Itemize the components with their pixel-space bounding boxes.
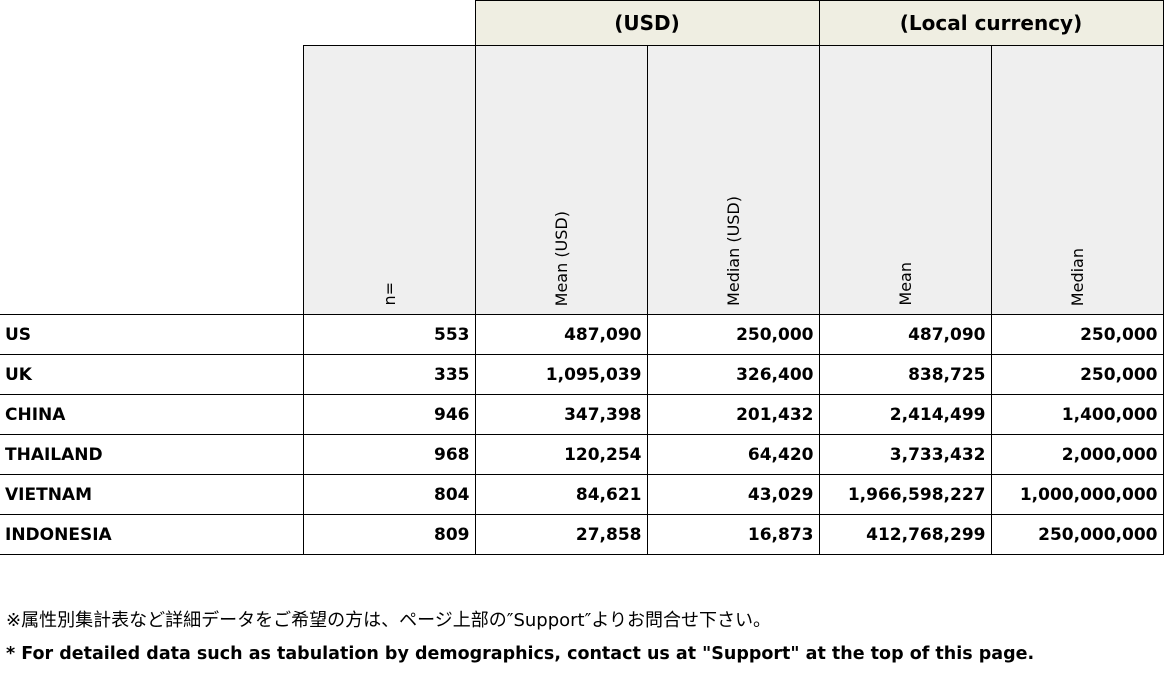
n-cell: 335	[302, 354, 476, 395]
median-usd-cell: 16,873	[646, 514, 820, 555]
mean-local-cell: 3,733,432	[818, 434, 992, 475]
column-header-median-usd: Median (USD)	[646, 45, 820, 315]
data-table: (USD) (Local currency) n= Mean (USD) Med…	[0, 0, 1164, 555]
mean-usd-cell: 84,621	[474, 474, 648, 515]
mean-usd-cell: 1,095,039	[474, 354, 648, 395]
footnotes: ※属性別集計表など詳細データをご希望の方は、ページ上部の″Support″よりお…	[6, 606, 1156, 668]
country-cell: VIETNAM	[0, 474, 304, 515]
mean-local-cell: 1,966,598,227	[818, 474, 992, 515]
column-header-mean-local: Mean	[818, 45, 992, 315]
country-cell: UK	[0, 354, 304, 395]
median-usd-cell: 201,432	[646, 394, 820, 435]
n-cell: 809	[302, 514, 476, 555]
table-row: VIETNAM 804 84,621 43,029 1,966,598,227 …	[0, 474, 1164, 515]
blank-country-header	[0, 45, 303, 315]
column-header-median-local: Median	[990, 45, 1164, 315]
country-cell: CHINA	[0, 394, 304, 435]
blank-corner	[0, 0, 303, 46]
median-local-cell: 250,000,000	[990, 514, 1164, 555]
median-usd-cell: 250,000	[646, 314, 820, 355]
footnote-japanese: ※属性別集計表など詳細データをご希望の方は、ページ上部の″Support″よりお…	[6, 610, 771, 631]
median-local-cell: 1,000,000,000	[990, 474, 1164, 515]
mean-local-cell: 2,414,499	[818, 394, 992, 435]
mean-local-cell: 487,090	[818, 314, 992, 355]
column-header-n: n=	[302, 45, 476, 315]
column-header-label: Median	[1067, 247, 1087, 306]
mean-local-cell: 838,725	[818, 354, 992, 395]
median-local-cell: 250,000	[990, 314, 1164, 355]
column-header-label: n=	[379, 282, 399, 306]
mean-local-cell: 412,768,299	[818, 514, 992, 555]
country-cell: THAILAND	[0, 434, 304, 475]
blank-n-group	[303, 0, 475, 46]
column-header-label: Mean	[895, 262, 915, 306]
median-usd-cell: 64,420	[646, 434, 820, 475]
mean-usd-cell: 27,858	[474, 514, 648, 555]
column-header-mean-usd: Mean (USD)	[474, 45, 648, 315]
mean-usd-cell: 487,090	[474, 314, 648, 355]
country-cell: US	[0, 314, 304, 355]
median-usd-cell: 326,400	[646, 354, 820, 395]
column-header-label: Mean (USD)	[551, 210, 571, 306]
table-row: THAILAND 968 120,254 64,420 3,733,432 2,…	[0, 434, 1164, 475]
country-cell: INDONESIA	[0, 514, 304, 555]
table-row: INDONESIA 809 27,858 16,873 412,768,299 …	[0, 514, 1164, 555]
table-row: CHINA 946 347,398 201,432 2,414,499 1,40…	[0, 394, 1164, 435]
n-cell: 968	[302, 434, 476, 475]
median-local-cell: 2,000,000	[990, 434, 1164, 475]
table-row: UK 335 1,095,039 326,400 838,725 250,000	[0, 354, 1164, 395]
n-cell: 946	[302, 394, 476, 435]
mean-usd-cell: 347,398	[474, 394, 648, 435]
median-local-cell: 250,000	[990, 354, 1164, 395]
median-usd-cell: 43,029	[646, 474, 820, 515]
group-header-row: (USD) (Local currency)	[0, 0, 1164, 46]
footnote-english: * For detailed data such as tabulation b…	[6, 644, 1035, 664]
column-header-row: n= Mean (USD) Median (USD) Mean Median	[0, 45, 1164, 315]
table-row: US 553 487,090 250,000 487,090 250,000	[0, 314, 1164, 355]
median-local-cell: 1,400,000	[990, 394, 1164, 435]
n-cell: 553	[302, 314, 476, 355]
column-header-label: Median (USD)	[723, 196, 743, 306]
n-cell: 804	[302, 474, 476, 515]
group-header-usd: (USD)	[474, 0, 820, 46]
mean-usd-cell: 120,254	[474, 434, 648, 475]
group-header-local: (Local currency)	[818, 0, 1164, 46]
